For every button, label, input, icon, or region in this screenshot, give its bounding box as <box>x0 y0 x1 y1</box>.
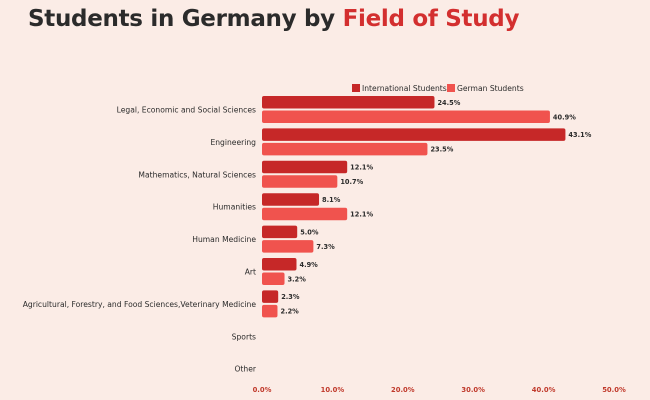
category-label: Agricultural, Forestry, and Food Science… <box>23 300 257 309</box>
data-label: 3.2% <box>288 275 307 283</box>
legend-label-german: German Students <box>457 84 524 93</box>
category-label: Art <box>245 268 256 277</box>
data-label: 4.9% <box>299 261 318 269</box>
legend-swatch-german <box>447 84 455 92</box>
bar-german <box>262 175 338 188</box>
x-tick-label: 0.0% <box>253 386 272 394</box>
bar-international <box>262 160 348 174</box>
legend-swatch-international <box>352 84 360 92</box>
bar-german <box>262 207 348 221</box>
data-label: 12.1% <box>350 164 373 172</box>
data-label: 23.5% <box>430 146 453 154</box>
bar-international <box>262 225 298 239</box>
category-label: Mathematics, Natural Sciences <box>138 170 256 179</box>
data-label: 12.1% <box>350 210 373 218</box>
category-label: Legal, Economic and Social Sciences <box>117 106 256 115</box>
bar-international <box>262 193 320 206</box>
bar-german <box>262 142 428 156</box>
data-label: 2.3% <box>281 293 300 301</box>
bar-german <box>262 240 314 253</box>
category-label: Human Medicine <box>192 235 256 244</box>
x-tick-label: 10.0% <box>321 386 345 394</box>
bar-german <box>262 110 550 123</box>
data-label: 5.0% <box>300 228 319 236</box>
bar-international <box>262 96 435 109</box>
bar-international <box>262 290 279 303</box>
x-tick-label: 30.0% <box>461 386 485 394</box>
data-label: 7.3% <box>316 243 335 251</box>
category-label: Other <box>234 365 256 374</box>
chart-title-highlight: Field of Study <box>342 6 520 32</box>
data-label: 2.2% <box>280 308 299 316</box>
category-label: Sports <box>232 332 256 341</box>
x-tick-label: 40.0% <box>532 386 556 394</box>
data-label: 8.1% <box>322 196 341 204</box>
category-label: Humanities <box>213 203 256 212</box>
data-label: 24.5% <box>437 99 460 107</box>
legend-label-international: International Students <box>362 84 447 93</box>
bar-international <box>262 258 297 271</box>
category-label: Engineering <box>210 138 256 147</box>
x-tick-label: 50.0% <box>602 386 626 394</box>
x-tick-label: 20.0% <box>391 386 415 394</box>
data-label: 10.7% <box>340 178 363 186</box>
bar-international <box>262 128 566 141</box>
data-label: 43.1% <box>568 131 591 139</box>
chart-title: Students in Germany by Field of Study <box>28 6 519 32</box>
bar-german <box>262 304 278 318</box>
chart-title-main: Students in Germany by <box>28 6 343 32</box>
bar-german <box>262 272 285 285</box>
data-label: 40.9% <box>553 113 576 121</box>
